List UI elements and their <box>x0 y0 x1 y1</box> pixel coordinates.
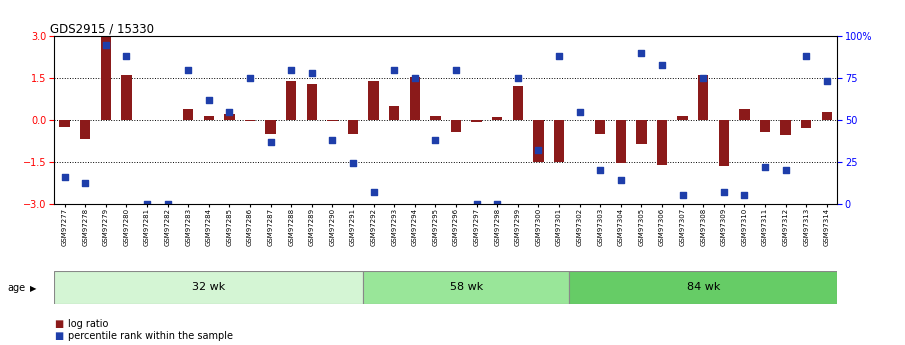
Text: 32 wk: 32 wk <box>192 282 225 292</box>
Point <box>119 53 134 59</box>
Point <box>531 147 546 153</box>
Bar <box>183 109 194 120</box>
Bar <box>451 120 462 132</box>
Point <box>655 62 670 67</box>
Point <box>57 174 71 179</box>
Text: log ratio: log ratio <box>68 319 109 329</box>
Bar <box>760 120 770 132</box>
Point <box>407 75 422 81</box>
Text: ■: ■ <box>54 332 63 341</box>
Point <box>367 189 381 195</box>
Point <box>778 167 793 173</box>
Bar <box>657 120 667 165</box>
Point <box>78 181 92 186</box>
Point <box>510 75 525 81</box>
Bar <box>204 116 214 120</box>
Bar <box>801 120 812 128</box>
Text: percentile rank within the sample: percentile rank within the sample <box>68 332 233 341</box>
Point <box>757 164 772 169</box>
Bar <box>265 120 276 134</box>
Bar <box>60 120 70 127</box>
Point <box>614 177 628 183</box>
Point <box>284 67 299 72</box>
Point <box>181 67 195 72</box>
Bar <box>286 81 296 120</box>
Point <box>675 193 690 198</box>
Bar <box>533 120 544 162</box>
Point <box>593 167 607 173</box>
Point <box>202 97 216 102</box>
Bar <box>678 116 688 120</box>
Point <box>222 109 236 114</box>
Point <box>243 75 257 81</box>
Bar <box>224 114 234 120</box>
Text: 84 wk: 84 wk <box>687 282 719 292</box>
Point <box>263 139 278 145</box>
Bar <box>822 111 832 120</box>
Bar <box>615 120 626 163</box>
Point <box>820 79 834 84</box>
Text: ▶: ▶ <box>30 284 36 293</box>
Point <box>160 201 175 206</box>
Bar <box>100 36 111 120</box>
Point <box>634 50 649 56</box>
Bar <box>595 120 605 134</box>
Bar <box>368 81 379 120</box>
Point <box>717 189 731 195</box>
Bar <box>121 75 131 120</box>
Bar <box>739 109 749 120</box>
Point <box>139 201 154 206</box>
Bar <box>698 75 709 120</box>
Bar <box>245 120 255 121</box>
Bar <box>512 87 523 120</box>
Text: 58 wk: 58 wk <box>450 282 483 292</box>
Point <box>738 193 752 198</box>
Point <box>449 67 463 72</box>
Point <box>696 75 710 81</box>
Bar <box>389 106 399 120</box>
Point <box>799 53 814 59</box>
Point <box>325 137 339 143</box>
Bar <box>780 120 791 135</box>
Bar <box>80 120 91 139</box>
Bar <box>410 77 420 120</box>
Bar <box>363 271 569 304</box>
Text: GDS2915 / 15330: GDS2915 / 15330 <box>51 22 155 35</box>
Bar <box>719 120 729 166</box>
Point <box>99 42 113 47</box>
Text: age: age <box>7 283 25 293</box>
Point <box>428 137 443 143</box>
Point <box>387 67 402 72</box>
Text: ■: ■ <box>54 319 63 329</box>
Bar <box>569 271 837 304</box>
Bar <box>636 120 646 144</box>
Point <box>572 109 586 114</box>
Point <box>490 201 504 206</box>
Bar <box>328 120 338 121</box>
Bar <box>554 120 564 162</box>
Bar <box>430 116 441 120</box>
Bar <box>307 83 317 120</box>
Point <box>305 70 319 76</box>
Bar <box>54 271 363 304</box>
Bar <box>472 120 481 122</box>
Point <box>552 53 567 59</box>
Bar <box>492 117 502 120</box>
Bar <box>348 120 358 134</box>
Point <box>346 161 360 166</box>
Point <box>470 201 484 206</box>
